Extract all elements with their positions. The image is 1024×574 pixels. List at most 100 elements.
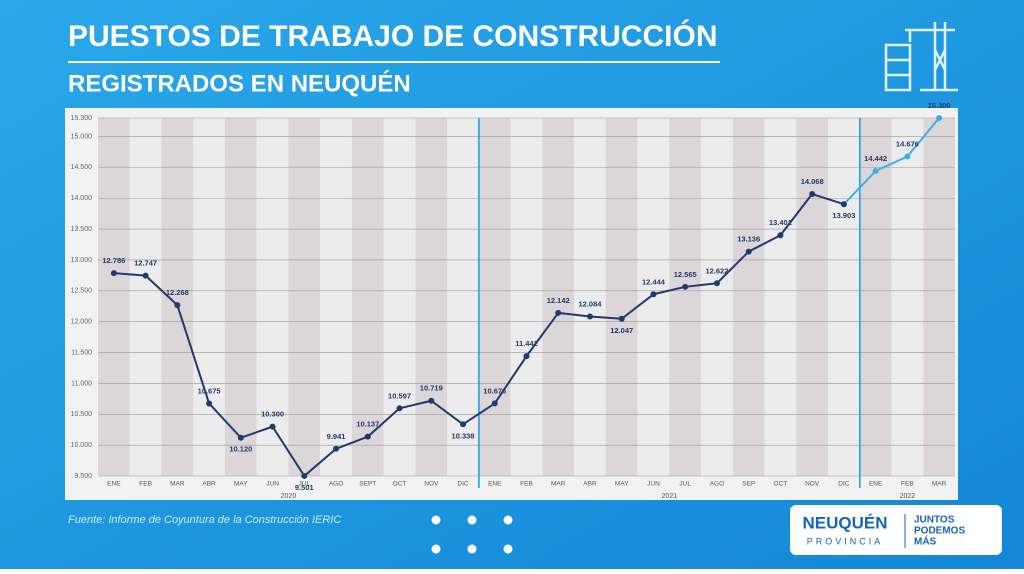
data-label: 10.300 <box>261 410 284 419</box>
y-tick-label: 14.500 <box>71 164 93 171</box>
data-point <box>301 472 308 479</box>
y-tick-label: 10.000 <box>71 442 93 449</box>
logo-slogan: MÁS <box>914 535 937 548</box>
column-stripe <box>288 118 321 476</box>
data-label: 13.136 <box>737 235 760 244</box>
line-segment <box>843 170 877 205</box>
x-group-label: 2020 <box>281 493 297 500</box>
line-segment <box>367 407 401 438</box>
x-tick-label: SEP <box>742 481 755 488</box>
data-point <box>682 283 689 290</box>
x-tick-label: FEB <box>139 481 152 488</box>
logo-slogan: JUNTOS <box>914 515 955 526</box>
line-segment <box>144 274 179 306</box>
data-label: 10.338 <box>452 431 475 440</box>
line-segment <box>493 355 528 404</box>
x-tick-label: ENE <box>107 481 121 488</box>
line-segment <box>113 272 146 277</box>
x-tick-label: JUN <box>266 481 279 488</box>
data-point <box>872 167 879 174</box>
data-point <box>491 400 498 407</box>
line-segment <box>240 425 273 439</box>
y-tick-label: 11.000 <box>71 380 92 387</box>
column-stripe <box>478 118 511 476</box>
x-tick-label: FEB <box>901 481 914 488</box>
line-segment <box>462 402 496 426</box>
data-point <box>586 313 593 320</box>
y-tick-label: 9.500 <box>74 473 92 480</box>
y-tick-label: 15.300 <box>71 115 93 122</box>
data-point <box>555 309 562 316</box>
line-segment <box>621 293 655 320</box>
y-tick-label: 10.500 <box>71 411 93 418</box>
line-segment <box>525 312 560 357</box>
y-tick-label: 14.000 <box>71 195 93 202</box>
data-point <box>364 433 371 440</box>
x-tick-label: AGO <box>329 481 343 488</box>
data-label: 10.597 <box>388 391 411 400</box>
line-segment <box>716 250 750 285</box>
line-segment <box>303 448 337 477</box>
line-segment <box>208 402 242 439</box>
x-tick-label: NOV <box>424 481 439 488</box>
x-tick-label: MAR <box>170 481 185 488</box>
y-tick-label: 13.500 <box>71 226 93 233</box>
data-label: 12.047 <box>610 326 633 335</box>
data-label: 12.084 <box>579 299 603 308</box>
data-label: 12.142 <box>547 296 570 305</box>
data-label: 14.676 <box>896 140 919 149</box>
column-stripe <box>796 118 829 476</box>
line-segment <box>653 285 686 296</box>
y-tick-label: 12.000 <box>71 319 93 326</box>
line-segment <box>335 435 369 450</box>
data-label: 15.300 <box>928 101 951 110</box>
line-segment <box>906 117 940 158</box>
data-point <box>904 153 911 160</box>
x-tick-label: JUL <box>299 481 311 488</box>
crane-icon <box>884 22 958 92</box>
x-tick-label: MAY <box>234 481 248 488</box>
data-label: 9.501 <box>295 483 314 492</box>
line-segment <box>748 234 781 253</box>
data-point <box>174 302 181 309</box>
data-label: 13.401 <box>769 218 792 227</box>
logo-slogan: PODEMOS <box>914 526 965 537</box>
plot-area: 9.500 10.000 10.500 11.000 11.500 12.000 12.50… <box>71 101 955 500</box>
column-stripe <box>320 118 352 476</box>
line-segment <box>176 304 211 404</box>
x-tick-label: NOV <box>805 481 820 488</box>
data-label: 14.442 <box>864 154 887 163</box>
x-tick-label: SEPT <box>359 481 376 488</box>
line-segment <box>399 399 432 410</box>
line-segment <box>430 399 464 426</box>
column-stripe <box>161 118 194 476</box>
logo-name: NEUQUÉN <box>802 513 887 532</box>
data-label: 12.622 <box>705 266 728 275</box>
data-label: 10.137 <box>356 420 379 429</box>
data-label: 12.786 <box>102 256 125 265</box>
column-stripe <box>859 118 892 476</box>
column-stripe <box>669 118 702 476</box>
line-segment <box>271 426 306 477</box>
data-label: 10.676 <box>483 386 506 395</box>
data-point <box>618 315 625 322</box>
data-point <box>110 270 117 277</box>
data-point <box>745 248 752 255</box>
y-tick-label: 13.000 <box>71 257 93 264</box>
data-label: 9.941 <box>327 432 346 441</box>
x-tick-label: DIC <box>838 481 850 488</box>
data-label: 10.719 <box>420 384 443 393</box>
x-tick-label: ABR <box>583 481 597 488</box>
column-stripe <box>383 118 416 476</box>
data-point <box>333 445 340 452</box>
data-point <box>428 397 435 404</box>
column-stripe <box>701 118 733 476</box>
data-point <box>840 201 847 208</box>
logo-box <box>790 505 1002 555</box>
y-tick-label: 15.000 <box>71 133 93 140</box>
line-segment <box>685 282 718 288</box>
column-stripe <box>923 118 955 476</box>
x-tick-label: MAR <box>932 481 947 488</box>
data-point <box>142 272 149 279</box>
